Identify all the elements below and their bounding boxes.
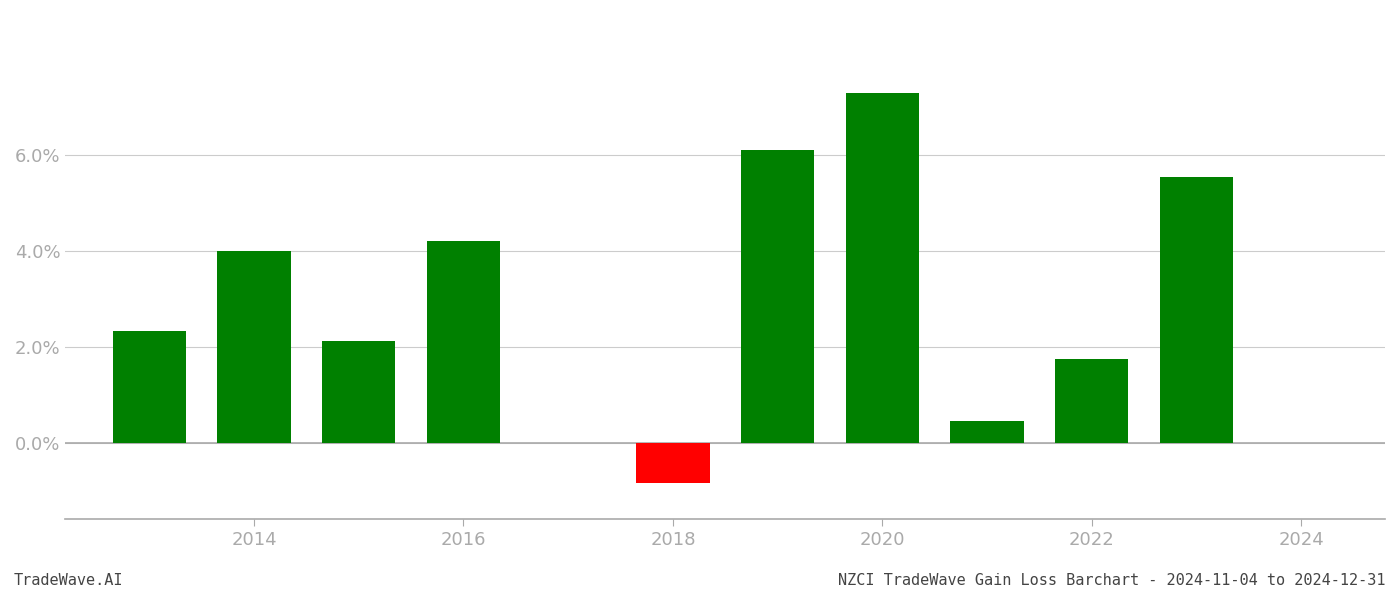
Bar: [217, 251, 291, 443]
Bar: [112, 331, 186, 443]
Bar: [1056, 359, 1128, 443]
Text: NZCI TradeWave Gain Loss Barchart - 2024-11-04 to 2024-12-31: NZCI TradeWave Gain Loss Barchart - 2024…: [839, 573, 1386, 588]
Bar: [322, 341, 395, 443]
Bar: [636, 443, 710, 483]
Bar: [741, 151, 815, 443]
Text: TradeWave.AI: TradeWave.AI: [14, 573, 123, 588]
Bar: [1159, 176, 1233, 443]
Bar: [427, 241, 500, 443]
Bar: [846, 93, 918, 443]
Bar: [951, 421, 1023, 443]
